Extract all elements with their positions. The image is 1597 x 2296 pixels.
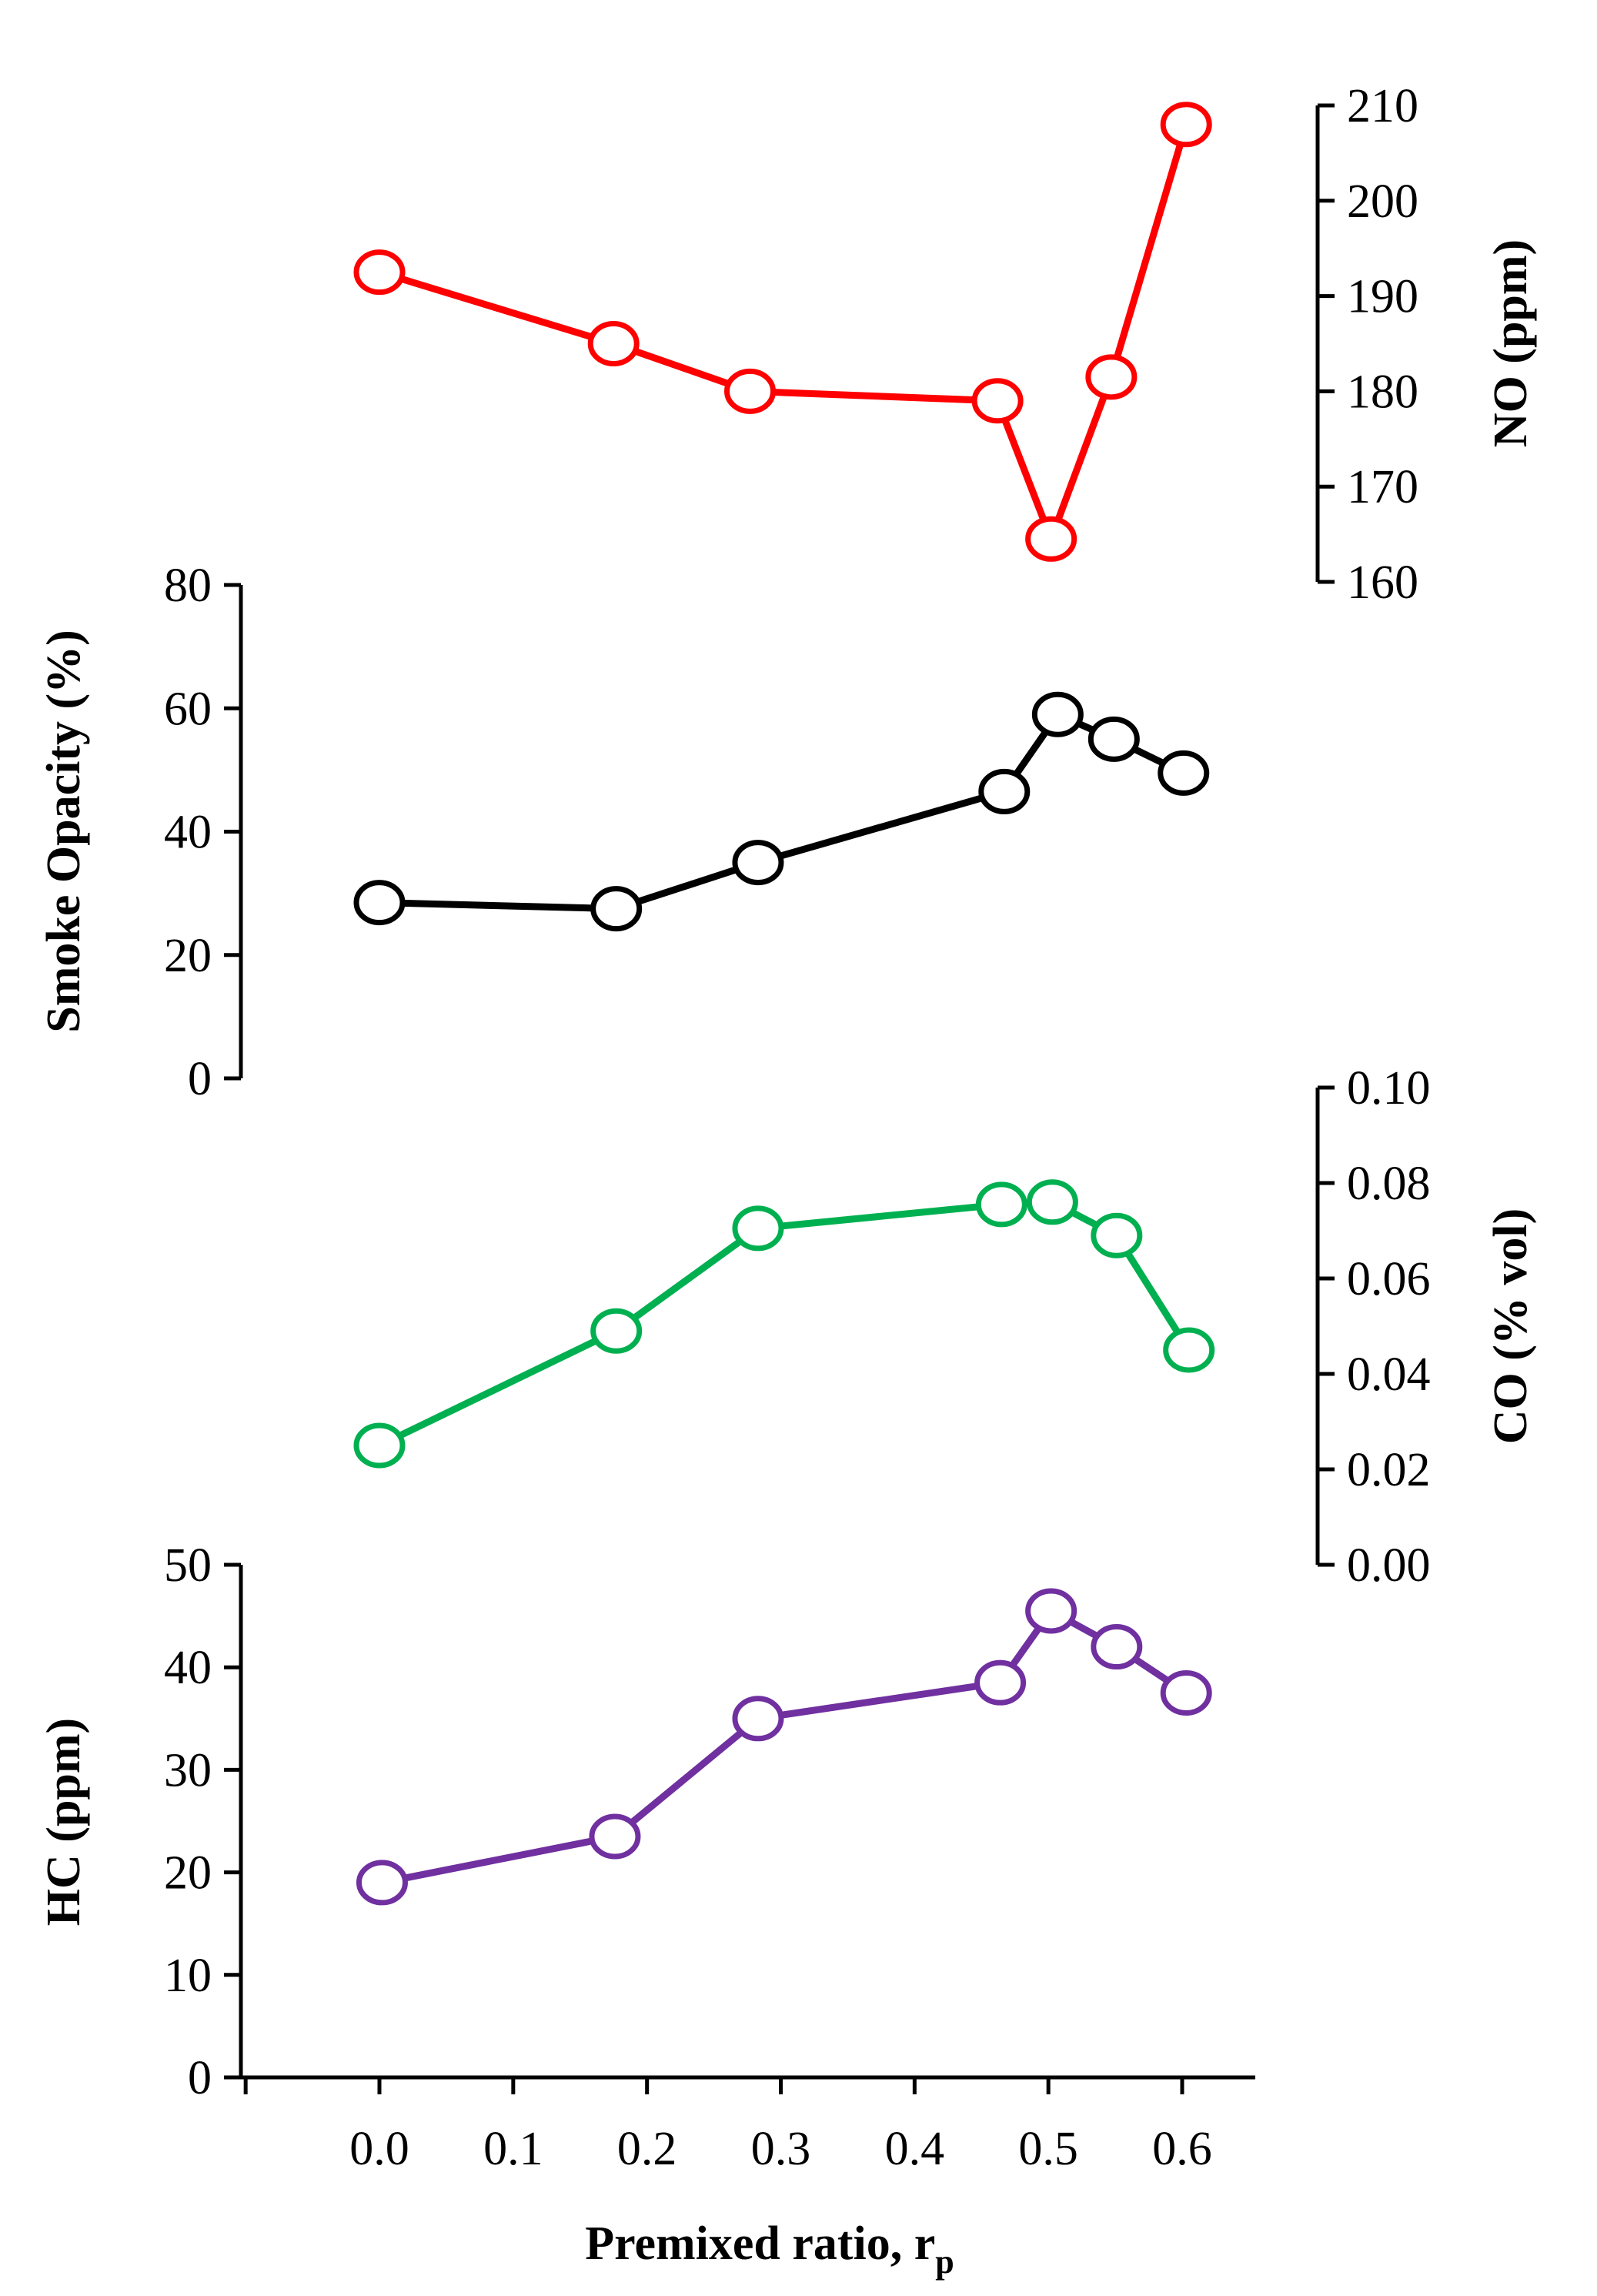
- co-data-point: [590, 1308, 643, 1354]
- no-data-point: [1160, 102, 1212, 148]
- hc-y-tick-label: 40: [164, 1642, 212, 1694]
- no-y-tick-label: 210: [1347, 80, 1418, 132]
- hc-y-tick-label: 50: [164, 1539, 212, 1592]
- smoke-data-point: [590, 886, 643, 932]
- co-data-point: [353, 1422, 406, 1469]
- hc-data-point: [1025, 1588, 1077, 1634]
- co-data-point: [1163, 1327, 1215, 1373]
- smoke-panel: 0 20 40 60 80 Smoke Opacity (%): [38, 560, 1210, 1105]
- no-y-tick-label: 190: [1347, 271, 1418, 323]
- co-y-tick-label: 0.08: [1347, 1158, 1431, 1210]
- smoke-y-tick-label: 80: [164, 560, 212, 612]
- hc-data-point: [589, 1813, 641, 1860]
- co-data-point: [1091, 1212, 1143, 1258]
- hc-data-point: [356, 1860, 408, 1906]
- no-panel: 160 170 180 190 200 210 NO (ppm): [353, 80, 1537, 609]
- no-series: [353, 102, 1212, 562]
- hc-y-tick-label: 10: [164, 1950, 212, 2002]
- no-data-point: [971, 378, 1024, 424]
- co-data-point: [1026, 1179, 1078, 1225]
- x-tick-label: 0.0: [349, 2123, 409, 2175]
- smoke-series-line: [379, 710, 1185, 913]
- smoke-data-point: [1031, 691, 1084, 737]
- hc-data-point: [732, 1696, 784, 1742]
- co-y-ticks: 0.00 0.02 0.04 0.06 0.08 0.10: [1318, 1062, 1431, 1592]
- no-y-tick-label: 160: [1347, 556, 1418, 609]
- x-tick-label: 0.1: [483, 2123, 543, 2175]
- co-y-tick-label: 0.02: [1347, 1444, 1431, 1496]
- no-data-point: [1025, 516, 1077, 562]
- x-tick-label: 0.2: [617, 2123, 677, 2175]
- no-series-line: [378, 123, 1190, 543]
- smoke-data-point: [353, 880, 406, 926]
- co-data-point: [975, 1181, 1027, 1228]
- hc-series-line: [381, 1607, 1188, 1887]
- x-tick-label: 0.6: [1152, 2123, 1212, 2175]
- smoke-y-ticks: 0 20 40 60 80: [164, 560, 241, 1105]
- smoke-data-point: [1158, 750, 1210, 796]
- smoke-y-tick-label: 0: [188, 1053, 212, 1105]
- x-tick-label: 0.3: [751, 2123, 811, 2175]
- smoke-data-point: [978, 768, 1031, 814]
- smoke-y-tick-label: 20: [164, 930, 212, 982]
- smoke-y-tick-label: 40: [164, 807, 212, 859]
- no-data-point: [724, 368, 777, 414]
- hc-y-axis-title: HC (ppm): [38, 1718, 90, 1926]
- hc-y-tick-label: 0: [188, 2052, 212, 2104]
- co-panel: 0.00 0.02 0.04 0.06 0.08 0.10 CO (% vol): [353, 1062, 1537, 1592]
- smoke-y-axis-title: Smoke Opacity (%): [38, 630, 90, 1033]
- smoke-data-point: [732, 840, 784, 886]
- co-y-axis-title: CO (% vol): [1485, 1208, 1537, 1445]
- x-axis-title: Premixed ratio, rp: [585, 2217, 954, 2281]
- no-y-ticks: 160 170 180 190 200 210: [1318, 80, 1418, 609]
- no-data-point: [587, 321, 640, 366]
- co-series: [353, 1179, 1215, 1469]
- x-ticks: 0.0 0.1 0.2 0.3 0.4 0.5 0.6: [243, 2077, 1212, 2175]
- hc-y-tick-label: 30: [164, 1744, 212, 1796]
- co-y-tick-label: 0.04: [1347, 1349, 1431, 1401]
- hc-y-ticks: 0 10 20 30 40 50: [164, 1539, 241, 2104]
- no-y-tick-label: 180: [1347, 366, 1418, 418]
- co-y-tick-label: 0.10: [1347, 1062, 1431, 1115]
- no-y-axis-title: NO (ppm): [1485, 239, 1537, 447]
- co-y-tick-label: 0.06: [1347, 1253, 1431, 1305]
- hc-y-tick-label: 20: [164, 1847, 212, 1900]
- smoke-data-point: [1087, 716, 1140, 762]
- no-y-tick-label: 200: [1347, 175, 1418, 228]
- smoke-y-tick-label: 60: [164, 683, 212, 735]
- hc-data-point: [1160, 1670, 1212, 1716]
- smoke-series: [353, 691, 1210, 932]
- hc-data-point: [1091, 1624, 1143, 1670]
- no-y-tick-label: 170: [1347, 461, 1418, 513]
- co-data-point: [732, 1205, 784, 1252]
- hc-panel: 0 10 20 30 40 50 0.0 0.1 0.2 0.3 0.4 0.5 0.6 HC (pp…: [38, 1539, 1255, 2281]
- x-tick-label: 0.4: [885, 2123, 945, 2175]
- no-data-point: [1085, 354, 1138, 400]
- hc-series: [356, 1588, 1212, 1906]
- no-data-point: [353, 249, 406, 296]
- hc-data-point: [974, 1659, 1027, 1706]
- co-series-line: [378, 1198, 1192, 1449]
- co-y-tick-label: 0.00: [1347, 1539, 1431, 1592]
- x-tick-label: 0.5: [1018, 2123, 1078, 2175]
